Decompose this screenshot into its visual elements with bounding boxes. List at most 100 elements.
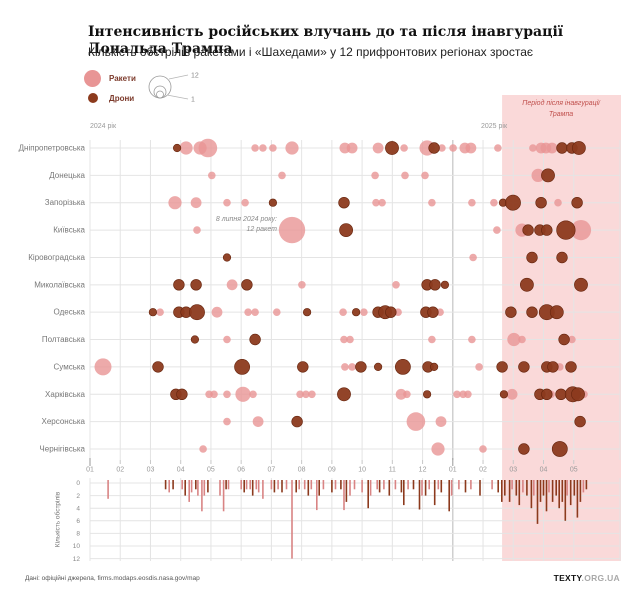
rocket-bubble — [223, 335, 231, 344]
rocket-bubble — [241, 198, 249, 207]
strike-bar — [548, 480, 550, 493]
rocket-bubble — [208, 171, 216, 180]
month-label: 06 — [237, 467, 245, 474]
rocket-bubble — [438, 144, 446, 152]
strike-bar — [388, 480, 391, 496]
rocket-bubble — [395, 388, 407, 400]
month-label: 04 — [177, 467, 185, 474]
rocket-bubble — [469, 253, 477, 262]
strike-bar — [530, 480, 533, 509]
strike-bar — [197, 480, 199, 496]
drone-bubble — [297, 361, 309, 373]
strike-bar — [262, 480, 264, 499]
strike-bar — [470, 480, 472, 490]
month-label: 05 — [570, 467, 578, 474]
drone-bubble — [303, 308, 312, 317]
strike-bar — [285, 480, 288, 490]
drone-bubble — [558, 333, 570, 346]
strike-bar — [412, 480, 415, 490]
rocket-bubble — [199, 445, 207, 453]
strike-bar — [418, 480, 421, 510]
rocket-bubble — [468, 198, 476, 207]
year-label-2025: 2025 рік — [481, 123, 508, 130]
strike-bar — [585, 480, 588, 490]
rocket-bubble — [198, 138, 218, 158]
strike-bar — [369, 480, 372, 496]
month-label: 04 — [540, 467, 548, 474]
drone-bubble — [541, 168, 555, 183]
strike-bar — [428, 480, 430, 490]
drone-bubble — [440, 280, 450, 289]
month-label: 12 — [419, 467, 427, 474]
strike-bar — [195, 480, 197, 490]
strike-bar — [421, 480, 423, 496]
bottom-tick-label: 10 — [73, 543, 81, 550]
month-label: 11 — [389, 467, 396, 474]
strike-bar — [164, 480, 167, 490]
strike-bar — [555, 480, 557, 496]
rocket-bubble — [223, 198, 231, 207]
drone-bubble — [535, 197, 547, 209]
drone-bubble — [556, 220, 576, 240]
rocket-bubble — [428, 335, 436, 344]
rocket-bubble — [296, 390, 304, 399]
rocket-bubble — [235, 386, 251, 402]
drone-bubble — [518, 361, 530, 373]
region-label: Миколаївська — [34, 280, 85, 289]
rocket-bubble — [210, 390, 218, 399]
rocket-bubble — [518, 335, 526, 344]
region-label: Запорізька — [45, 198, 86, 207]
source-note: Дані: офіційні джерела, firms.modaps.eos… — [25, 575, 200, 582]
rocket-bubble — [244, 308, 252, 317]
strike-bar — [181, 480, 183, 490]
drone-bubble — [427, 306, 439, 318]
legend: Ракети Дрони — [84, 68, 136, 108]
rocket-bubble — [278, 171, 286, 180]
rocket-bubble — [341, 363, 349, 371]
strike-bar — [291, 480, 293, 559]
strike-bar — [243, 480, 245, 493]
strike-bar — [340, 480, 342, 490]
legend-drones-label: Дрони — [109, 93, 135, 103]
rocket-bubble — [570, 220, 592, 241]
drone-bubble — [565, 361, 577, 373]
strike-bar — [511, 480, 513, 490]
rocket-bubble — [554, 198, 562, 207]
drone-bubble — [374, 362, 383, 372]
legend-rockets-label: Ракети — [109, 73, 136, 83]
strike-bar — [298, 480, 300, 490]
legend-row-rockets: Ракети — [84, 68, 136, 88]
drone-bubble — [338, 197, 350, 209]
strike-bar — [564, 480, 567, 521]
rocket-bubble — [394, 308, 402, 317]
rocket-bubble — [435, 416, 447, 427]
rocket-bubble — [475, 363, 483, 371]
rocket-bubble — [546, 142, 558, 154]
rocket-bubble — [269, 144, 277, 152]
strike-bar — [345, 480, 348, 502]
strike-bar — [190, 480, 193, 493]
region-label: Одеська — [54, 308, 86, 317]
region-label: Чернігівська — [39, 445, 85, 454]
strike-bar — [257, 480, 260, 493]
strike-bar — [464, 480, 467, 493]
drone-bubble — [541, 224, 553, 236]
rocket-bubble — [156, 308, 164, 317]
strike-bar — [536, 480, 539, 524]
strike-bar — [491, 480, 493, 490]
month-label: 01 — [86, 467, 94, 474]
strike-bar — [203, 480, 206, 496]
strike-bar — [450, 480, 453, 496]
strike-bar — [322, 480, 325, 490]
rocket-bubble — [179, 141, 193, 155]
strike-bar — [504, 480, 506, 496]
strike-bar — [518, 480, 521, 506]
strike-bar — [542, 480, 545, 496]
rocket-bubble — [568, 335, 576, 344]
strike-bar — [225, 480, 227, 490]
region-label: Кіровоградська — [28, 253, 85, 262]
drone-bubble — [222, 253, 232, 262]
rocket-bubble — [340, 335, 348, 344]
drone-bubble — [152, 361, 164, 373]
drone-bubble — [505, 194, 521, 211]
